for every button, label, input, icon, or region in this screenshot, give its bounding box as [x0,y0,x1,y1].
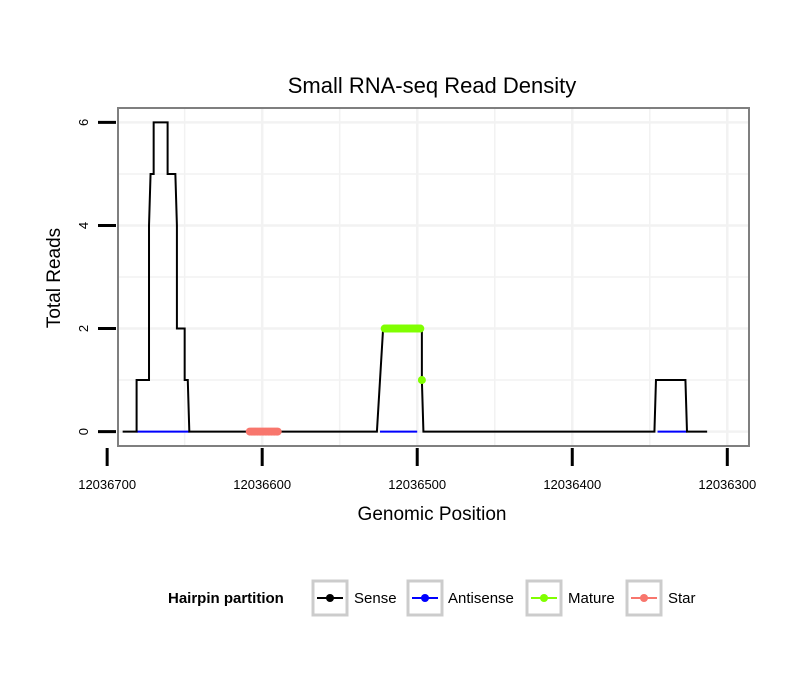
star-point [273,427,282,436]
y-axis: 0 2 4 6 [76,119,116,435]
plot-border [117,107,750,447]
y-tick-label: 6 [76,119,91,126]
legend-item-antisense: Antisense [406,579,514,617]
x-tick-label: 12036500 [388,477,446,492]
mature-point [417,376,426,385]
x-tick-label: 12036600 [233,477,291,492]
x-axis: 12036700 12036600 12036500 12036400 12036300 [78,448,756,492]
legend-label: Star [668,590,696,607]
legend-label: Sense [354,590,397,607]
legend-key-point [421,594,429,602]
chart-title: Small RNA-seq Read Density [288,73,577,98]
sense-line [122,121,708,433]
legend-item-sense: Sense [311,579,397,617]
legend-key-point [326,594,334,602]
y-tick-label: 4 [76,222,91,229]
mature-point [416,324,425,333]
y-axis-title: Total Reads [44,228,65,328]
x-axis-title: Genomic Position [358,504,507,525]
y-tick-label: 0 [76,428,91,435]
x-tick-label: 12036400 [543,477,601,492]
legend-item-star: Star [625,579,696,617]
x-tick-label: 12036700 [78,477,136,492]
legend-key-point [640,594,648,602]
legend: Hairpin partition Sense Antisense Mature St… [168,579,696,617]
legend-item-mature: Mature [525,579,615,617]
panel-border-rect [117,107,750,447]
legend-label: Mature [568,590,615,607]
x-tick-label: 12036300 [698,477,756,492]
legend-title: Hairpin partition [168,590,284,607]
y-tick-label: 2 [76,325,91,332]
gridlines [118,108,749,446]
legend-label: Antisense [448,590,514,607]
legend-key-point [540,594,548,602]
data-layer [122,121,708,436]
